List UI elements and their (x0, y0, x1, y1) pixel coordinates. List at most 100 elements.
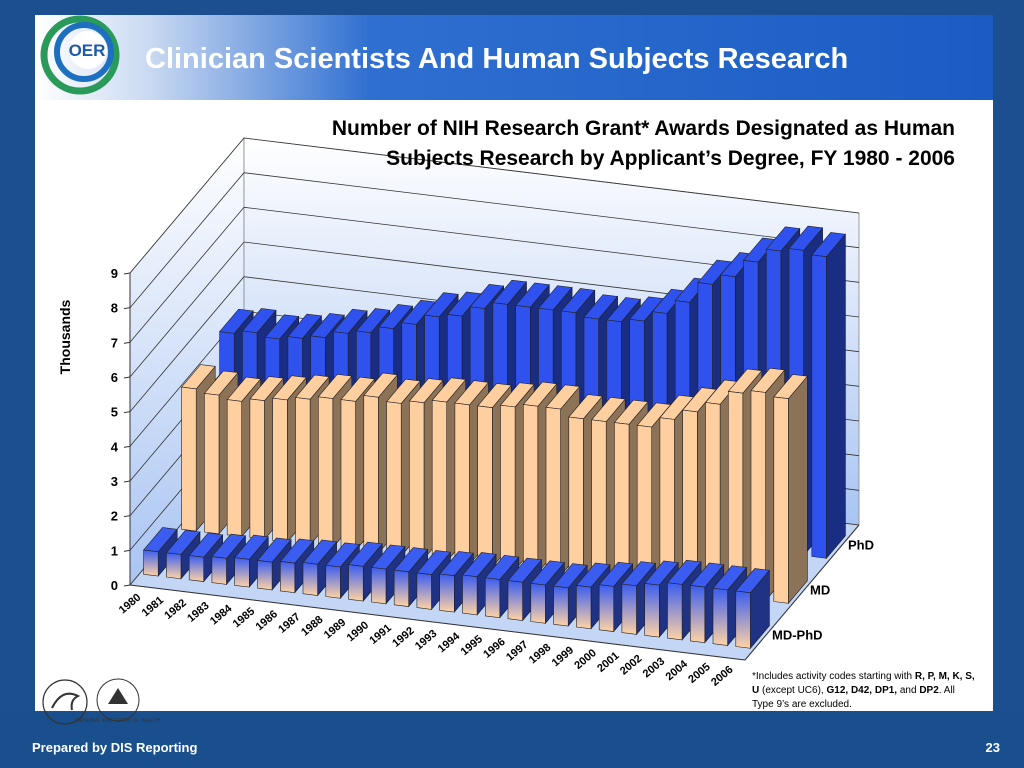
grid-line (129, 172, 860, 308)
chart-title: Number of NIH Research Grant* Awards Des… (150, 114, 955, 174)
nih-logo: NATIONAL INSTITUTES OF HEALTH (76, 678, 160, 724)
y-tick-label: 9 (111, 266, 118, 281)
bar-front (302, 562, 318, 596)
bar-front (279, 561, 296, 594)
bar-front (598, 584, 615, 632)
footnote-part: DP2 (919, 685, 939, 696)
bar-front (386, 401, 402, 557)
footnote-part: (except UC6), (759, 685, 827, 696)
nih-text: NATIONAL INSTITUTES OF HEALTH (76, 718, 160, 724)
footnote-part: *Includes activity codes starting with (752, 671, 915, 682)
bar-front (811, 254, 827, 559)
bar-front (317, 396, 334, 549)
bar (811, 232, 846, 560)
bar-front (576, 585, 592, 630)
bar-front (553, 585, 569, 627)
bar-front (477, 405, 493, 568)
y-tick-label: 4 (111, 439, 119, 454)
bar-front (348, 564, 364, 602)
bar-front (712, 587, 728, 646)
bar-front (371, 567, 387, 605)
page-number: 23 (986, 740, 1000, 755)
bar-front (249, 398, 265, 540)
bar-front (409, 400, 425, 560)
bar-front (484, 577, 501, 619)
y-tick (123, 411, 131, 414)
footnote: *Includes activity codes starting with R… (752, 670, 977, 712)
footnote-part: and (897, 685, 920, 696)
bar-front (522, 404, 539, 574)
bar-front (272, 397, 288, 543)
bar-front (143, 549, 159, 577)
y-tick-label: 0 (111, 578, 118, 593)
bar (735, 568, 770, 650)
header-band (35, 15, 993, 100)
y-tick (123, 549, 131, 552)
bar-front (181, 386, 197, 532)
bar-side-shade (750, 570, 770, 649)
bar-front (234, 557, 250, 588)
y-tick (123, 515, 131, 518)
bar-front (530, 582, 546, 624)
bar-front (257, 560, 273, 591)
chart: 0123456789PhDMDMD-PhD1980198119821983198… (111, 136, 874, 689)
bar-side-shade (788, 376, 808, 604)
y-tick (123, 272, 131, 275)
bar-front (416, 572, 432, 610)
y-tick-label: 5 (111, 405, 118, 420)
bar-front (773, 396, 789, 604)
y-tick-label: 8 (111, 301, 118, 316)
y-tick-label: 1 (111, 543, 118, 558)
y-tick (123, 307, 131, 310)
bar-front (188, 555, 204, 582)
grid-line (129, 241, 860, 378)
legend-label: MD-PhD (772, 628, 823, 643)
bar-front (454, 402, 470, 565)
bar-front (439, 573, 455, 613)
bar-front (462, 574, 478, 616)
y-tick-label: 6 (111, 370, 118, 385)
grid-line (129, 137, 860, 274)
chart-title-line: Number of NIH Research Grant* Awards Des… (331, 117, 955, 140)
footnote-part: . All Type 9’s are excluded. (752, 685, 955, 710)
grid-line (129, 206, 860, 343)
hhs-seal (42, 679, 88, 725)
bar-front (363, 395, 379, 554)
x-axis (129, 584, 746, 661)
bar-front (295, 397, 311, 546)
footer-text: Prepared by DIS Reporting (32, 740, 197, 755)
y-tick (123, 445, 131, 448)
depth-axis (744, 524, 860, 661)
bar-front (545, 406, 561, 576)
y-tick (123, 584, 131, 587)
bar-front (507, 580, 523, 621)
bar-front (325, 564, 341, 599)
bar-front (689, 585, 706, 644)
y-axis-label: Thousands (57, 299, 73, 374)
bar-front (431, 399, 448, 562)
y-tick (123, 341, 131, 344)
bar-front (226, 399, 242, 537)
chart-title-line: Subjects Research by Applicant’s Degree,… (386, 147, 955, 170)
bar-front (204, 393, 220, 535)
bar-front (591, 419, 607, 582)
bar-front (667, 582, 683, 641)
bar-front (735, 590, 751, 649)
bar-front (166, 552, 182, 580)
logo-text: OER (69, 41, 106, 60)
legend-label: MD (810, 583, 830, 598)
oer-logo: OER (40, 15, 120, 95)
footnote-part: G12, D42, DP1, (826, 685, 898, 696)
bar-side-shade (826, 234, 846, 559)
y-tick-label: 3 (111, 474, 118, 489)
bar-front (500, 404, 516, 571)
bar-front (340, 399, 356, 551)
y-tick (123, 480, 131, 483)
bar-front (621, 583, 637, 635)
bar-front (211, 556, 227, 585)
footer-band (0, 711, 1024, 768)
y-tick-label: 7 (111, 335, 118, 350)
slide-title: Clinician Scientists And Human Subjects … (145, 43, 848, 75)
